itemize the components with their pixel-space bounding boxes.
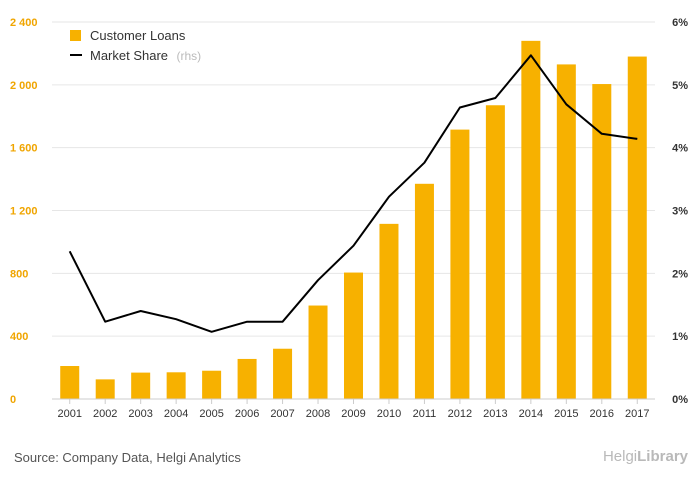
x-tick-label: 2009 <box>341 408 365 420</box>
x-tick-label: 2015 <box>554 408 578 420</box>
bar-customer-loans <box>485 105 505 400</box>
x-tick-label: 2007 <box>270 408 294 420</box>
bar-customer-loans <box>166 372 186 399</box>
x-tick-label: 2006 <box>235 408 259 420</box>
bar-customer-loans <box>308 305 328 399</box>
legend-label-market-share-name: Market Share <box>90 48 168 63</box>
bar-customer-loans <box>95 379 115 399</box>
legend-label-market-share-suffix: (rhs) <box>177 49 202 63</box>
y-right-tick-label: 0% <box>672 394 688 406</box>
line-market-share <box>68 54 638 333</box>
bar-customer-loans <box>592 84 612 400</box>
x-tick-label: 2003 <box>128 408 152 420</box>
bar-customer-loans <box>237 358 257 399</box>
x-tick-label: 2012 <box>448 408 472 420</box>
footer: Source: Company Data, Helgi Analytics He… <box>0 438 700 483</box>
bar-customer-loans <box>131 372 151 399</box>
bar-customer-loans <box>556 64 576 399</box>
y-left-tick-label: 2 000 <box>10 80 38 92</box>
x-tick-label: 2014 <box>519 408 543 420</box>
y-left-tick-label: 1 200 <box>10 206 38 218</box>
chart: 0 400 800 1 200 1 600 2 000 2 400 0% 1% 2% 3% 4% 5% 6… <box>10 17 688 420</box>
y-left-tick-label: 1 600 <box>10 143 38 155</box>
legend-label-customer-loans: Customer Loans <box>90 28 186 43</box>
y-right-tick-label: 5% <box>672 80 688 92</box>
source-note: Source: Company Data, Helgi Analytics <box>14 450 241 465</box>
x-tick-label: 2008 <box>306 408 330 420</box>
x-tick-label: 2002 <box>93 408 117 420</box>
x-tick-label: 2011 <box>413 408 437 420</box>
y-right-tick-label: 6% <box>672 17 688 29</box>
y-right-tick-label: 1% <box>672 331 688 343</box>
bar-customer-loans <box>202 370 222 399</box>
gridlines <box>52 21 655 337</box>
bar-customer-loans <box>379 223 399 399</box>
y-right-tick-label: 3% <box>672 206 688 218</box>
bar-customer-loans <box>450 129 470 399</box>
y-right-tick-label: 4% <box>672 143 688 155</box>
brand-suffix: Library <box>637 448 688 465</box>
x-tick-label: 2016 <box>590 408 614 420</box>
y-left-tick-label: 800 <box>10 268 28 280</box>
bar-customer-loans <box>414 183 434 399</box>
bar-customer-loans <box>273 348 293 399</box>
brand-prefix: Helgi <box>602 448 638 465</box>
legend: Customer Loans Market Share (rhs) <box>70 28 201 64</box>
helgi-library-logo: HelgiLibrary <box>603 448 688 465</box>
bar-customer-loans <box>521 40 541 399</box>
y-right-tick-label: 2% <box>672 268 688 280</box>
y-left-tick-label: 2 400 <box>10 17 38 29</box>
axes: 0 400 800 1 200 1 600 2 000 2 400 0% 1% 2% 3% 4% 5% 6… <box>10 17 688 420</box>
x-tick-label: 2005 <box>199 408 223 420</box>
x-tick-label: 2001 <box>57 408 81 420</box>
bar-customer-loans <box>344 272 363 399</box>
legend-label-market-share: Market Share (rhs) <box>90 47 201 64</box>
bar-customer-loans <box>627 56 647 399</box>
x-tick-label: 2013 <box>483 408 507 420</box>
x-tick-label: 2004 <box>164 408 188 420</box>
legend-swatch-customer-loans <box>70 30 81 41</box>
bars-customer-loans <box>60 40 647 400</box>
y-left-tick-label: 400 <box>10 331 28 343</box>
bar-customer-loans <box>60 366 80 399</box>
x-tick-label: 2010 <box>377 408 401 420</box>
x-tick-label: 2017 <box>625 408 649 420</box>
y-left-tick-label: 0 <box>10 394 16 406</box>
